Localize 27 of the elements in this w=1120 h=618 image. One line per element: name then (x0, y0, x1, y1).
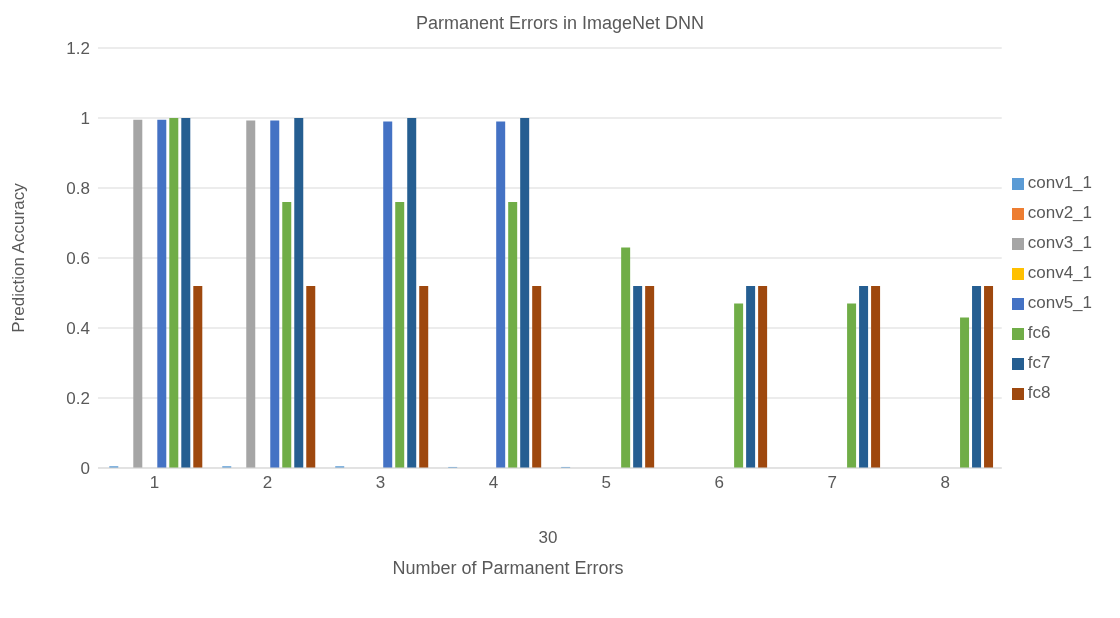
legend-label: fc6 (1027, 323, 1051, 342)
y-tick-label: 0.8 (66, 179, 90, 199)
y-tick-label: 0.6 (66, 249, 90, 269)
y-tick-label: 0 (80, 459, 90, 479)
legend-label: conv5_1 (1027, 293, 1092, 312)
x-tick-label: 1 (149, 473, 160, 493)
x-tick-label: 2 (262, 473, 273, 493)
text: 30 (537, 528, 559, 548)
y-tick-label: 1.2 (66, 39, 90, 59)
x-tick-label: 6 (714, 473, 725, 493)
x-tick-label: 4 (488, 473, 499, 493)
y-axis-title: Prediction Accuracy (9, 182, 29, 333)
legend-label: fc8 (1027, 383, 1051, 402)
legend-label: conv4_1 (1027, 263, 1092, 282)
y-tick-label: 0.2 (66, 389, 90, 409)
legend-label: fc7 (1027, 353, 1051, 372)
y-tick-label: 1 (80, 109, 90, 129)
x-tick-label: 3 (375, 473, 386, 493)
legend-label: conv2_1 (1027, 203, 1092, 222)
x-tick-label: 5 (601, 473, 612, 493)
x-axis-title: Number of Parmanent Errors (391, 558, 625, 579)
x-tick-label: 7 (827, 473, 838, 493)
x-tick-label: 8 (940, 473, 950, 493)
legend-label: conv1_1 (1027, 173, 1092, 192)
chart-title: Parmanent Errors in ImageNet DNN (414, 12, 706, 35)
legend-label: conv3_1 (1027, 233, 1092, 252)
y-tick-label: 0.4 (66, 319, 90, 339)
